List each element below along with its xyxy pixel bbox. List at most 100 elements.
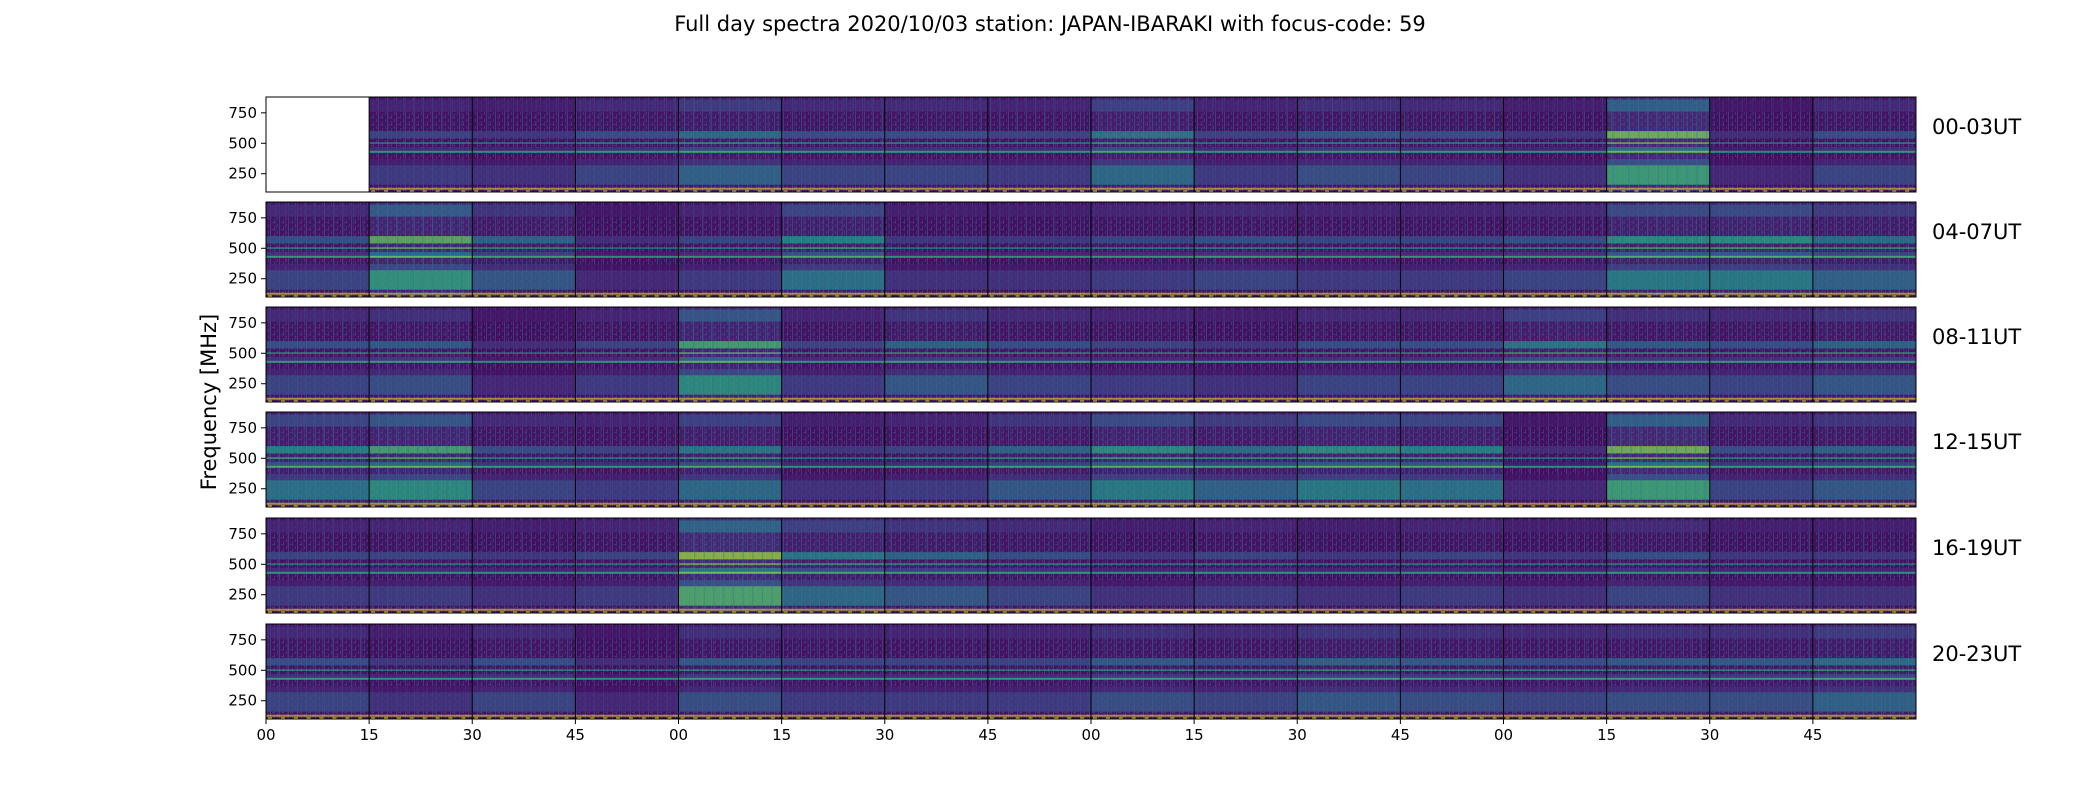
time-stripe: [441, 202, 443, 297]
spectrogram-cell: [987, 412, 1091, 508]
time-stripe: [427, 307, 429, 402]
narrowband-line: [472, 571, 576, 574]
frequency-band: [1400, 480, 1504, 500]
time-stripe: [1557, 412, 1559, 507]
spectrogram-cell: [1503, 202, 1607, 298]
narrowband-line: [1297, 352, 1401, 354]
time-stripe: [1835, 307, 1837, 402]
time-stripe: [832, 202, 834, 297]
time-stripe: [426, 624, 428, 719]
frequency-band: [369, 369, 473, 376]
frequency-band: [1503, 480, 1607, 500]
time-stripe: [1260, 518, 1263, 613]
narrowband-line: [781, 142, 885, 144]
frequency-band: [472, 251, 576, 257]
frequency-band: [1194, 658, 1298, 666]
time-stripe: [964, 518, 966, 613]
time-stripe: [1203, 202, 1206, 297]
time-stripe: [1087, 624, 1089, 719]
time-stripe: [1196, 624, 1198, 719]
narrowband-line: [1709, 677, 1813, 680]
frequency-band: [1194, 375, 1298, 395]
narrowband-line: [987, 669, 1091, 671]
time-stripe: [1492, 518, 1494, 613]
frequency-band: [987, 131, 1091, 139]
time-stripe: [890, 518, 892, 613]
frequency-band: [678, 204, 782, 217]
time-stripe: [1548, 307, 1550, 402]
spectrogram-cell: [1400, 412, 1504, 508]
frequency-band: [884, 264, 988, 271]
x-tick-label: 15: [772, 726, 791, 744]
time-stripe: [1351, 97, 1353, 192]
narrowband-line: [575, 352, 679, 354]
time-stripe: [984, 412, 986, 507]
narrowband-line: [369, 465, 473, 468]
time-stripe: [1399, 202, 1401, 297]
frequency-band: [1709, 270, 1813, 290]
frequency-band: [884, 686, 988, 693]
time-stripe: [1557, 624, 1559, 719]
frequency-band: [575, 131, 679, 139]
time-stripe: [1177, 307, 1179, 402]
time-stripe: [999, 307, 1001, 402]
narrowband-line: [1091, 457, 1195, 459]
time-stripe: [1187, 97, 1189, 192]
time-stripe: [1646, 307, 1649, 402]
time-stripe: [1705, 307, 1707, 402]
time-stripe: [777, 97, 779, 192]
frequency-band: [987, 270, 1091, 290]
spectrogram-cell: [884, 202, 988, 298]
frequency-band: [575, 369, 679, 376]
time-stripe: [294, 202, 296, 297]
frequency-band: [1297, 692, 1401, 712]
time-stripe: [841, 412, 843, 507]
time-stripe: [602, 624, 605, 719]
narrowband-line: [1091, 677, 1195, 680]
frequency-band: [1194, 480, 1298, 500]
time-stripe: [1621, 412, 1623, 507]
time-stripe: [855, 624, 857, 719]
time-stripe: [352, 412, 354, 507]
time-stripe: [1445, 97, 1447, 192]
narrowband-line: [678, 360, 782, 363]
time-stripe: [667, 624, 669, 719]
frequency-band: [575, 586, 679, 606]
narrowband-line: [1812, 352, 1916, 354]
frequency-band: [1194, 567, 1298, 573]
time-stripe: [387, 202, 389, 297]
y-tick-label: 500: [228, 344, 257, 362]
frequency-band: [1400, 461, 1504, 467]
low-frequency-line: [678, 397, 782, 400]
time-stripe: [861, 307, 863, 402]
narrowband-line: [884, 677, 988, 680]
narrowband-line: [1709, 465, 1813, 468]
frequency-band: [575, 264, 679, 271]
time-stripe: [1743, 624, 1745, 719]
time-stripe: [412, 202, 414, 297]
time-stripe: [1242, 202, 1244, 297]
frequency-band: [1297, 520, 1401, 533]
spectrogram-cell: [884, 624, 988, 720]
frequency-band: [266, 414, 370, 427]
time-stripe: [1647, 202, 1649, 297]
frequency-band: [781, 131, 885, 139]
time-stripe: [761, 518, 764, 613]
time-stripe: [1844, 412, 1846, 507]
time-stripe: [1602, 97, 1604, 192]
time-stripe: [1322, 97, 1324, 192]
frequency-band: [369, 552, 473, 560]
frequency-band: [1400, 369, 1504, 376]
low-frequency-line: [1400, 292, 1504, 295]
time-stripe: [1789, 412, 1791, 507]
frequency-band: [1606, 567, 1710, 573]
time-stripe: [1596, 518, 1598, 613]
frequency-band: [1194, 356, 1298, 362]
low-frequency-line: [781, 714, 885, 717]
time-stripe: [1501, 518, 1504, 613]
narrowband-line: [1297, 677, 1401, 680]
frequency-band: [1091, 686, 1195, 693]
frequency-band: [781, 474, 885, 481]
frequency-band: [1297, 375, 1401, 395]
time-stripe: [796, 307, 798, 402]
